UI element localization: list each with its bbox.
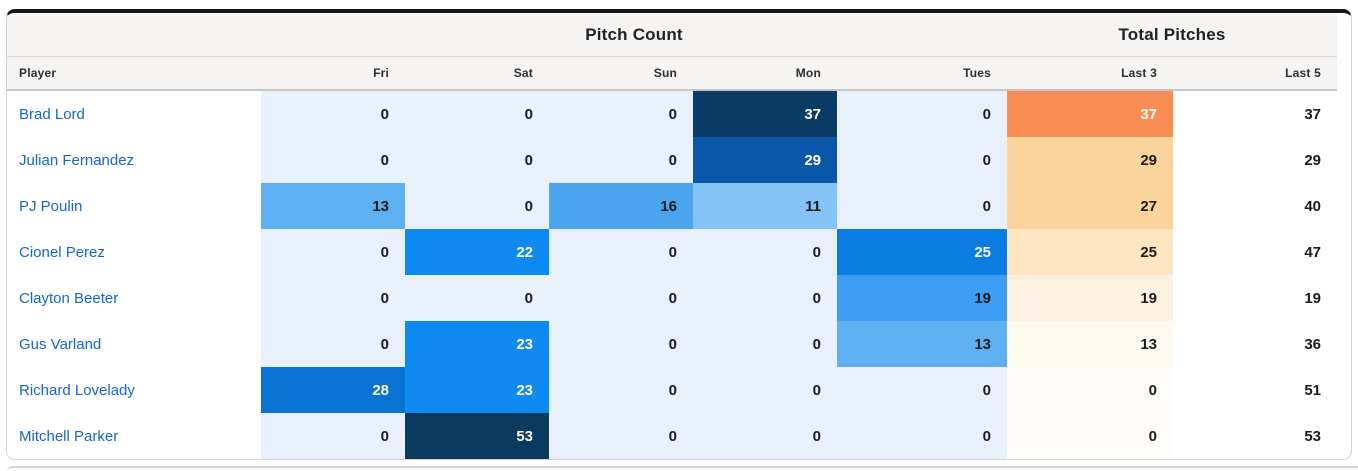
player-cell: Cionel Perez: [7, 229, 261, 275]
cell-sat: 23: [405, 367, 549, 413]
column-header-last5: Last 5: [1285, 66, 1321, 80]
cell-fri: 0: [261, 321, 405, 367]
cell-last5: 51: [1173, 367, 1337, 413]
player-cell: Gus Varland: [7, 321, 261, 367]
cell-last3: 0: [1007, 367, 1173, 413]
cell-sat: 0: [405, 183, 549, 229]
pitch-table: Pitch Count Total Pitches Player Fri Sat…: [7, 13, 1337, 459]
cell-tues: 0: [837, 367, 1007, 413]
next-card-top-edge: [7, 466, 1358, 471]
table-row: Clayton Beeter 0 0 0 0 19 19 19: [7, 275, 1337, 321]
cell-tues: 0: [837, 137, 1007, 183]
cell-sat: 22: [405, 229, 549, 275]
cell-last5: 36: [1173, 321, 1337, 367]
cell-sun: 0: [549, 275, 693, 321]
player-link[interactable]: PJ Poulin: [19, 197, 83, 215]
cell-tues: 25: [837, 229, 1007, 275]
cell-mon: 11: [693, 183, 837, 229]
pitch-count-card: Pitch Count Total Pitches Player Fri Sat…: [6, 9, 1352, 460]
column-header-fri: Fri: [373, 66, 389, 80]
table-row: Richard Lovelady 28 23 0 0 0 0 51: [7, 367, 1337, 413]
player-link[interactable]: Richard Lovelady: [19, 381, 135, 399]
player-cell: Mitchell Parker: [7, 413, 261, 459]
cell-fri: 28: [261, 367, 405, 413]
player-cell: Brad Lord: [7, 91, 261, 137]
cell-last3: 37: [1007, 91, 1173, 137]
cell-last5: 47: [1173, 229, 1337, 275]
total-pitches-group-header: Total Pitches: [1118, 24, 1226, 44]
table-row: Mitchell Parker 0 53 0 0 0 0 53: [7, 413, 1337, 459]
player-link[interactable]: Julian Fernandez: [19, 151, 135, 169]
table-row: Cionel Perez 0 22 0 0 25 25 47: [7, 229, 1337, 275]
column-header-mon: Mon: [795, 66, 821, 80]
cell-fri: 0: [261, 229, 405, 275]
column-header-player: Player: [19, 66, 57, 80]
cell-last5: 19: [1173, 275, 1337, 321]
column-header-tues: Tues: [963, 66, 991, 80]
player-link[interactable]: Cionel Perez: [19, 243, 105, 261]
cell-sun: 0: [549, 367, 693, 413]
cell-mon: 0: [693, 367, 837, 413]
cell-mon: 0: [693, 229, 837, 275]
player-link[interactable]: Mitchell Parker: [19, 427, 119, 445]
pitch-count-group-header: Pitch Count: [585, 24, 683, 44]
cell-fri: 0: [261, 275, 405, 321]
cell-sat: 0: [405, 91, 549, 137]
cell-last3: 13: [1007, 321, 1173, 367]
cell-sun: 0: [549, 91, 693, 137]
table-body: Brad Lord 0 0 0 37 0 37 37 Julian Fernandez 0 0 0 29…: [7, 91, 1337, 459]
cell-sun: 0: [549, 413, 693, 459]
table-row: Gus Varland 0 23 0 0 13 13 36: [7, 321, 1337, 367]
table-row: Brad Lord 0 0 0 37 0 37 37: [7, 91, 1337, 137]
cell-sat: 0: [405, 275, 549, 321]
cell-mon: 0: [693, 413, 837, 459]
column-header-sun: Sun: [653, 66, 677, 80]
column-header-last3: Last 3: [1121, 66, 1157, 80]
cell-mon: 0: [693, 321, 837, 367]
group-header-row: Pitch Count Total Pitches: [7, 13, 1337, 57]
cell-last3: 19: [1007, 275, 1173, 321]
cell-tues: 19: [837, 275, 1007, 321]
player-link[interactable]: Clayton Beeter: [19, 289, 119, 307]
cell-sat: 0: [405, 137, 549, 183]
cell-tues: 0: [837, 183, 1007, 229]
player-cell: Clayton Beeter: [7, 275, 261, 321]
player-cell: Richard Lovelady: [7, 367, 261, 413]
cell-mon: 29: [693, 137, 837, 183]
cell-mon: 37: [693, 91, 837, 137]
cell-last3: 29: [1007, 137, 1173, 183]
column-header-sat: Sat: [513, 66, 533, 80]
player-link[interactable]: Brad Lord: [19, 105, 85, 123]
cell-tues: 13: [837, 321, 1007, 367]
player-cell: Julian Fernandez: [7, 137, 261, 183]
cell-last5: 29: [1173, 137, 1337, 183]
table-row: PJ Poulin 13 0 16 11 0 27 40: [7, 183, 1337, 229]
cell-last3: 27: [1007, 183, 1173, 229]
cell-sat: 23: [405, 321, 549, 367]
cell-tues: 0: [837, 413, 1007, 459]
cell-sun: 0: [549, 137, 693, 183]
cell-fri: 13: [261, 183, 405, 229]
cell-sat: 53: [405, 413, 549, 459]
cell-tues: 0: [837, 91, 1007, 137]
cell-mon: 0: [693, 275, 837, 321]
cell-last3: 0: [1007, 413, 1173, 459]
cell-sun: 0: [549, 229, 693, 275]
cell-last5: 40: [1173, 183, 1337, 229]
cell-last5: 53: [1173, 413, 1337, 459]
cell-fri: 0: [261, 413, 405, 459]
cell-sun: 16: [549, 183, 693, 229]
cell-last5: 37: [1173, 91, 1337, 137]
table-row: Julian Fernandez 0 0 0 29 0 29 29: [7, 137, 1337, 183]
cell-sun: 0: [549, 321, 693, 367]
cell-last3: 25: [1007, 229, 1173, 275]
column-header-row: Player Fri Sat Sun Mon Tues Last 3 Last …: [7, 57, 1337, 91]
player-link[interactable]: Gus Varland: [19, 335, 102, 353]
player-cell: PJ Poulin: [7, 183, 261, 229]
cell-fri: 0: [261, 137, 405, 183]
cell-fri: 0: [261, 91, 405, 137]
